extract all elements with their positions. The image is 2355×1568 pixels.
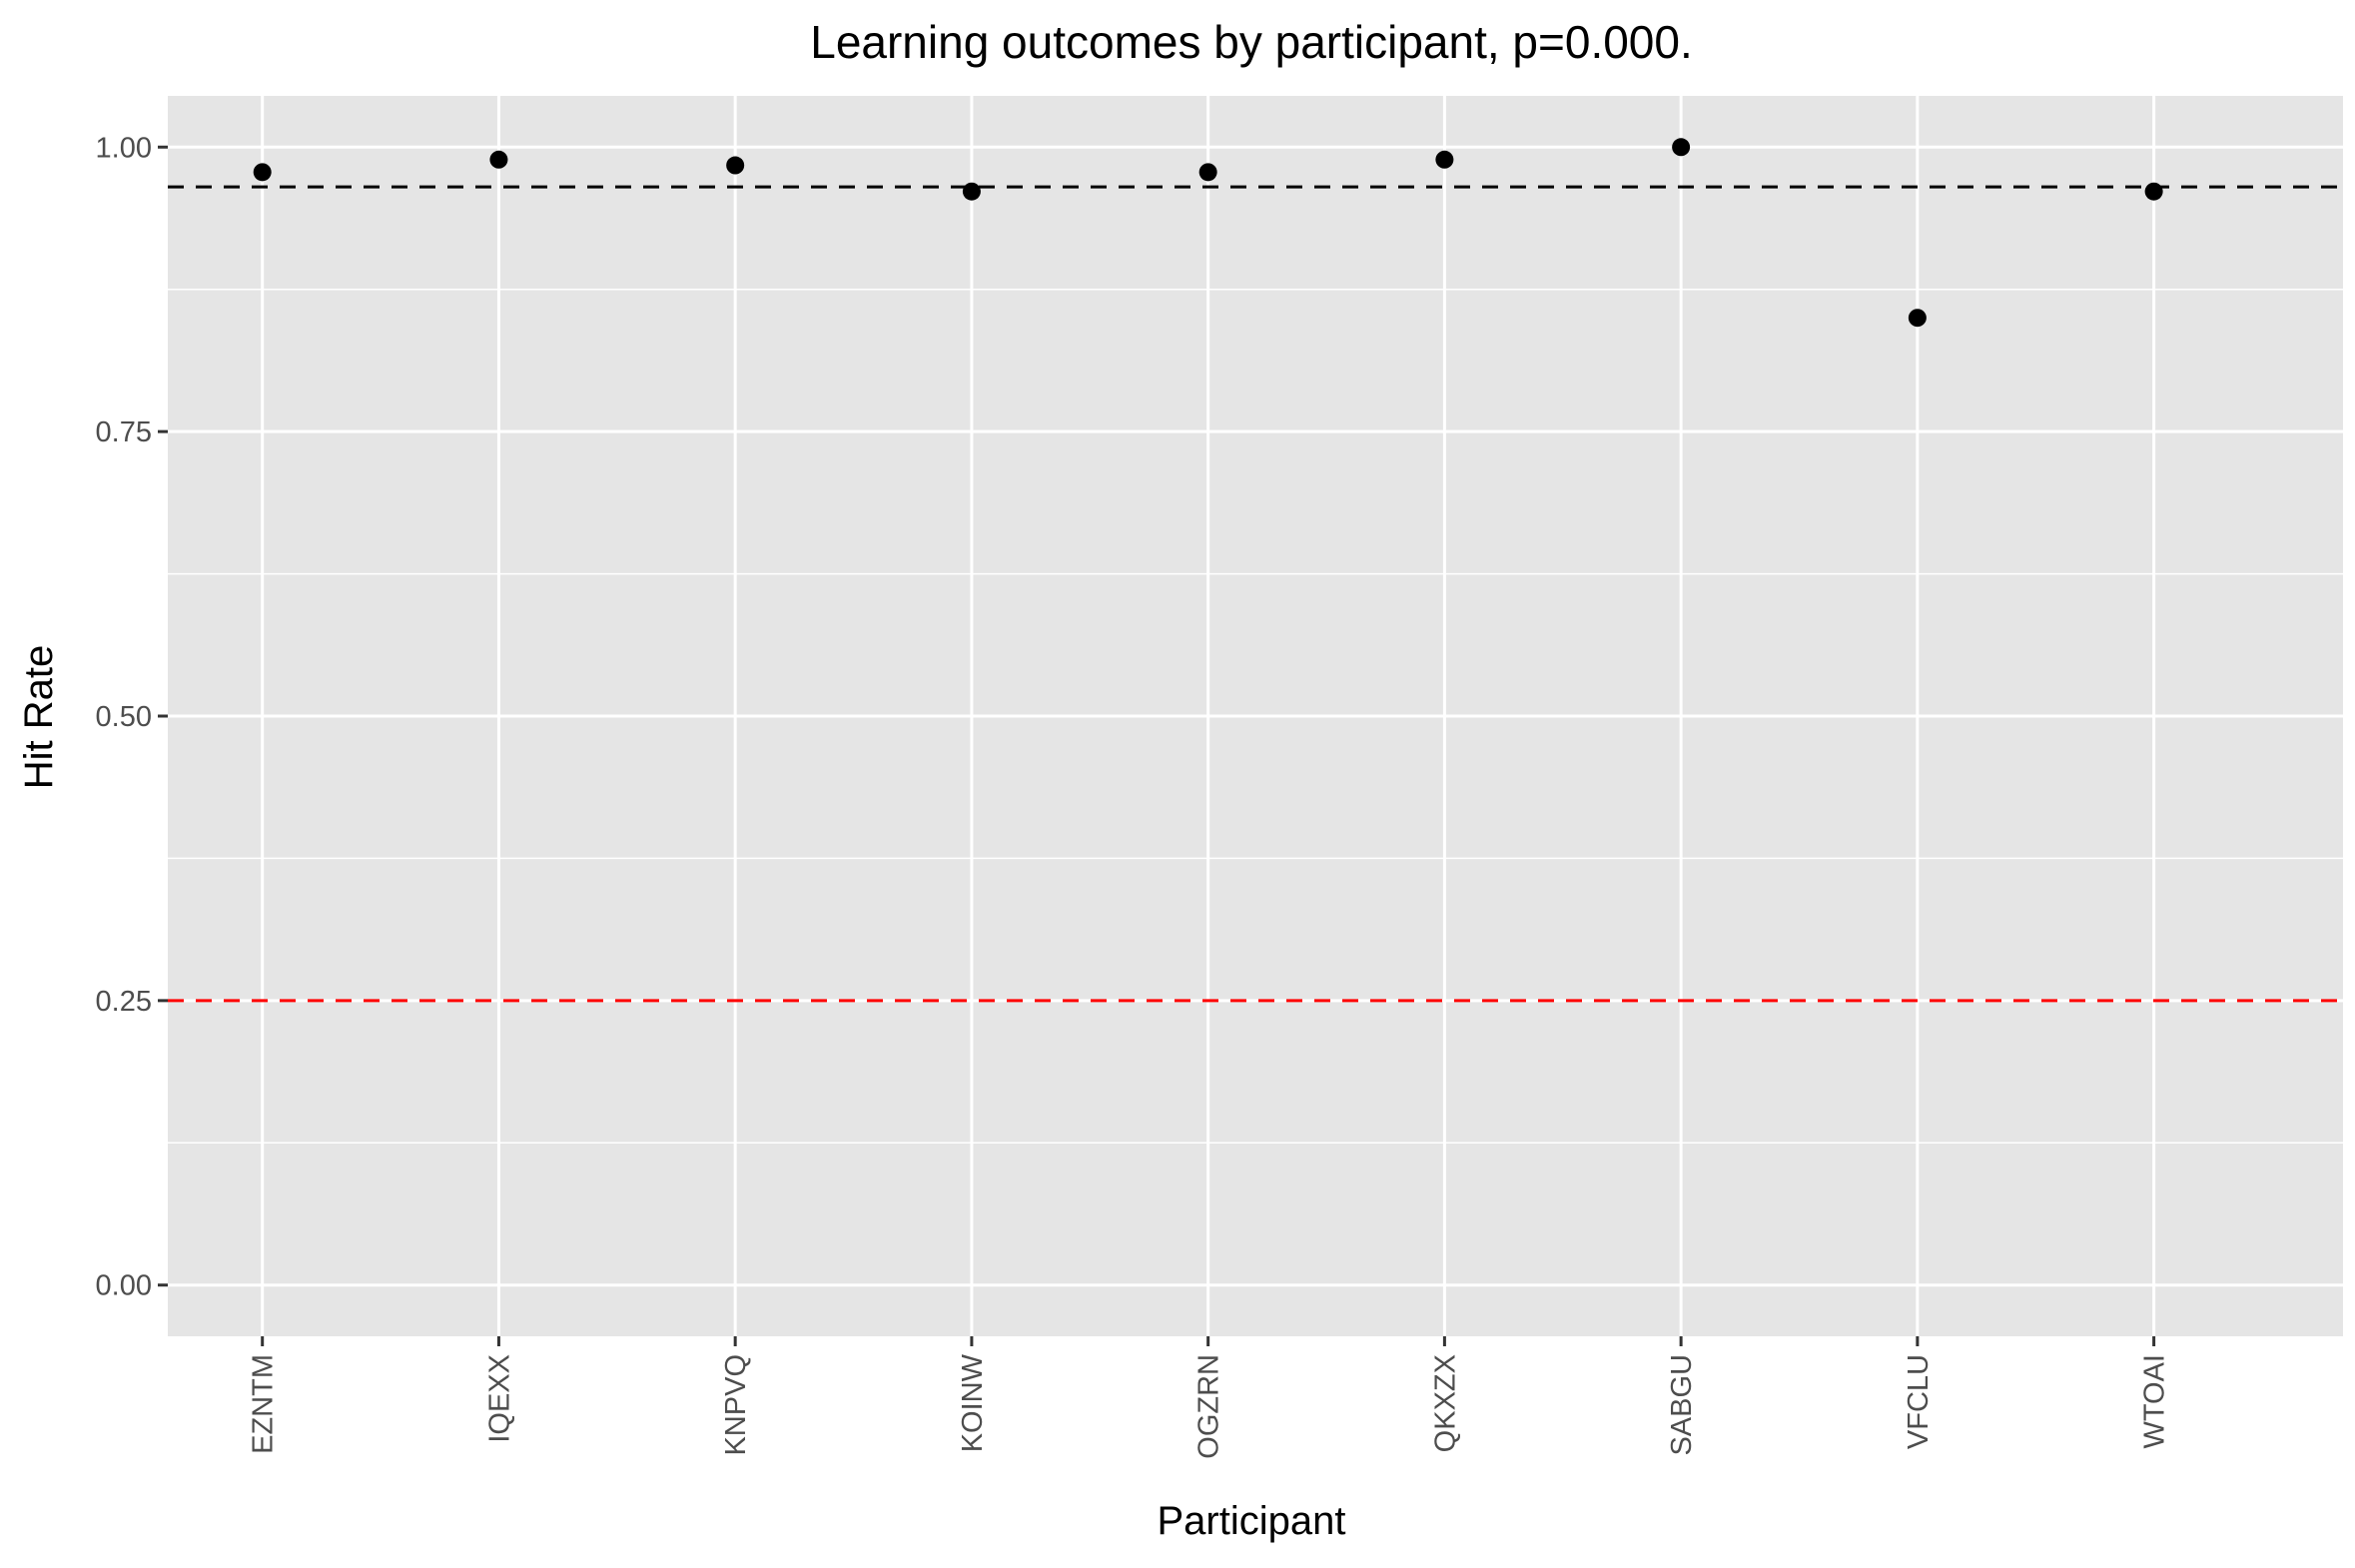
- data-point: [962, 182, 981, 201]
- x-tick-label: WTOAI: [2139, 1354, 2171, 1449]
- data-point: [253, 163, 272, 182]
- y-tick-label: 0.50: [96, 701, 152, 733]
- axis-ticks: [158, 145, 2156, 1346]
- y-axis-title: Hit Rate: [17, 645, 61, 790]
- data-point: [1198, 163, 1217, 182]
- x-tick-label: IQEXX: [483, 1354, 515, 1443]
- data-point: [1908, 309, 1927, 328]
- x-tick-label: KOINW: [957, 1353, 989, 1452]
- x-tick-label: SABGU: [1666, 1354, 1698, 1456]
- data-point: [2144, 182, 2163, 201]
- x-tick-label: EZNTM: [248, 1354, 280, 1454]
- y-tick-label: 0.25: [96, 986, 152, 1018]
- x-tick-label: KNPVQ: [720, 1354, 752, 1456]
- x-tick-label: VFCLU: [1903, 1354, 1935, 1449]
- data-point: [1435, 150, 1454, 169]
- y-tick-label: 1.00: [96, 132, 152, 164]
- chart-title: Learning outcomes by participant, p=0.00…: [810, 16, 1693, 68]
- data-points: [253, 138, 2163, 328]
- x-tick-label: QKXZX: [1429, 1354, 1461, 1452]
- data-point: [726, 156, 745, 175]
- data-point: [489, 150, 508, 169]
- x-tick-label: OGZRN: [1193, 1354, 1225, 1459]
- tick-labels: 0.00 0.25 0.50 0.75 1.00 EZNTM IQEXX KNPVQ KOINW…: [96, 132, 2171, 1458]
- data-point: [1672, 138, 1691, 157]
- grid-lines: [168, 96, 2343, 1336]
- y-tick-label: 0.75: [96, 416, 152, 448]
- y-tick-label: 0.00: [96, 1270, 152, 1302]
- x-axis-title: Participant: [1158, 1499, 1346, 1543]
